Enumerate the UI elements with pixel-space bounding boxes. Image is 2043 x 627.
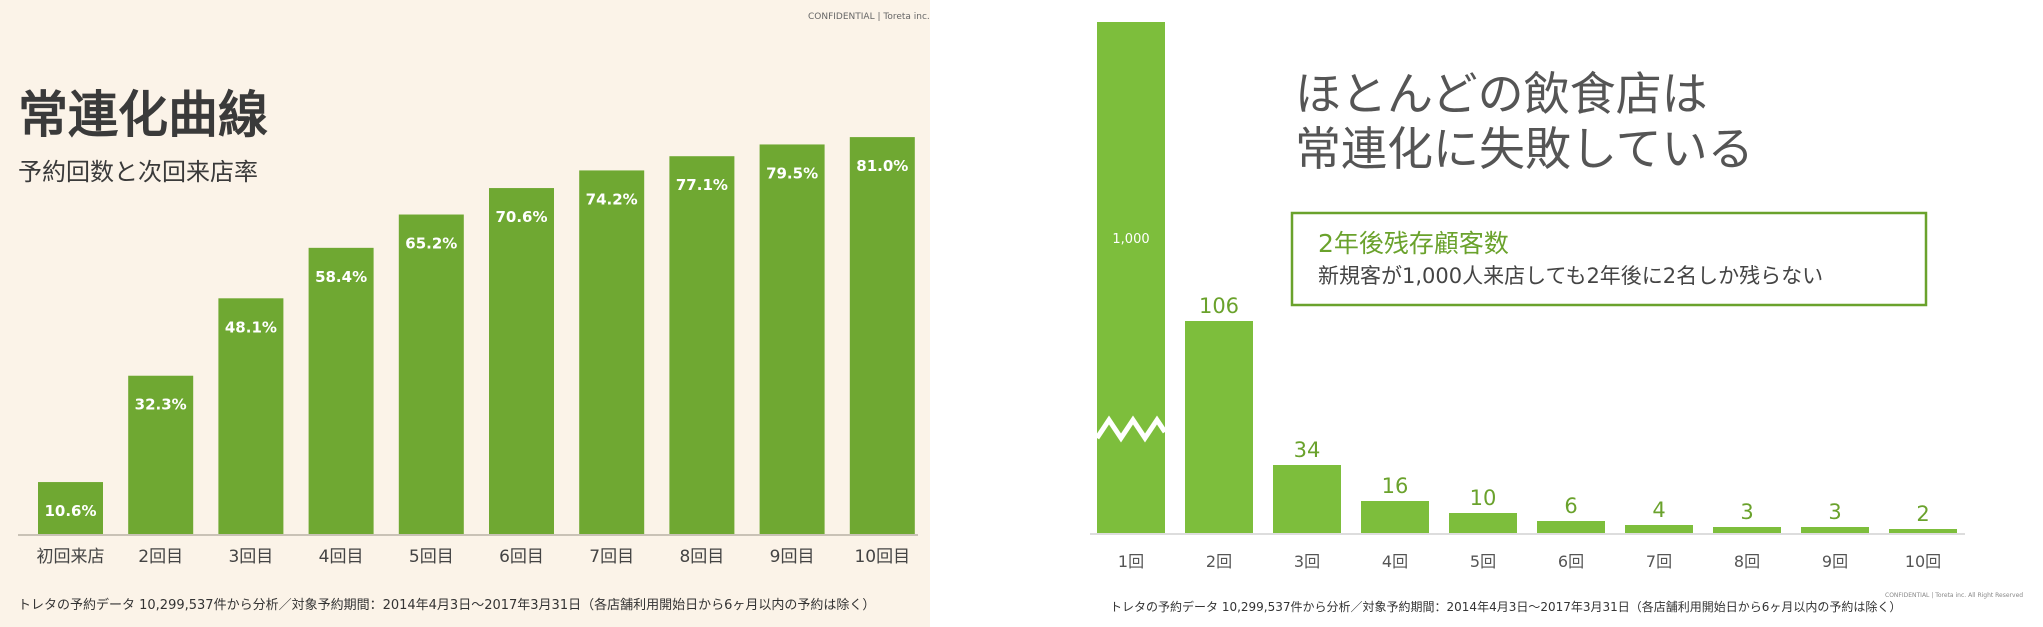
bar-value-label: 58.4% <box>315 268 367 286</box>
bar-6 <box>489 188 554 534</box>
x-tick-label: 7回目 <box>589 547 634 567</box>
bar-5 <box>398 214 464 534</box>
x-tick-label: 4回目 <box>319 547 364 567</box>
bar-value-label: 2 <box>1916 502 1929 526</box>
bar-value-label: 16 <box>1382 474 1409 498</box>
confidential-note: CONFIDENTIAL | Toreta inc. All Right Res… <box>1885 592 2023 599</box>
confidential-note: CONFIDENTIAL | Toreta inc. <box>808 12 930 22</box>
bar-9 <box>1801 527 1869 533</box>
bar-5 <box>1449 513 1517 533</box>
bar-value-label: 48.1% <box>225 318 277 336</box>
bar-value-label: 3 <box>1740 500 1753 524</box>
bar-8 <box>1713 527 1781 533</box>
bar-value-label: 4 <box>1652 498 1665 522</box>
bar-6 <box>1537 521 1605 533</box>
x-tick-label: 5回目 <box>409 547 454 567</box>
bar-1 <box>1097 22 1165 533</box>
bar-value-label: 32.3% <box>135 396 187 414</box>
left-bar-chart: 常連化曲線 予約回数と次回来店率 10.6% 初回来店 32.3% 2回目 48.1% 3… <box>18 86 918 613</box>
chart-title: 常連化曲線 <box>18 86 268 144</box>
x-tick-label: 9回目 <box>770 547 815 567</box>
right-chart-panel: ほとんどの飲食店は 常連化に失敗している 2年後残存顧客数 新規客が1,000人… <box>1000 0 2043 627</box>
left-chart-panel: CONFIDENTIAL | Toreta inc. 常連化曲線 予約回数と次回… <box>0 0 930 627</box>
bar-10 <box>849 137 915 534</box>
bar-value-label: 65.2% <box>405 235 457 253</box>
bar-9 <box>759 144 825 534</box>
bar-value-label: 10.6% <box>44 502 96 520</box>
bar-2 <box>128 375 194 534</box>
x-tick-label: 1回 <box>1118 552 1144 571</box>
footnote: トレタの予約データ 10,299,537件から分析／対象予約期間：2014年4月… <box>1110 599 1901 614</box>
x-tick-label: 6回 <box>1558 552 1584 571</box>
x-tick-label: 2回目 <box>138 547 183 567</box>
x-tick-label: 5回 <box>1470 552 1496 571</box>
bar-value-label: 70.6% <box>495 208 547 226</box>
x-tick-label: 4回 <box>1382 552 1408 571</box>
x-tick-label: 7回 <box>1646 552 1672 571</box>
callout-title: 2年後残存顧客数 <box>1318 229 1509 258</box>
x-tick-label: 3回目 <box>228 547 273 567</box>
bar-value-label: 6 <box>1564 494 1577 518</box>
x-tick-label: 10回目 <box>854 547 910 567</box>
x-tick-label: 8回 <box>1734 552 1760 571</box>
bar-value-label: 77.1% <box>676 176 728 194</box>
bar-7 <box>579 170 645 535</box>
bar-value-label: 10 <box>1470 486 1497 510</box>
bar-value-label: 1,000 <box>1112 232 1149 247</box>
headline-line-1: ほとんどの飲食店は <box>1295 67 1708 121</box>
x-tick-label: 6回目 <box>499 547 544 567</box>
bar-2 <box>1185 321 1253 533</box>
footnote: トレタの予約データ 10,299,537件から分析／対象予約期間：2014年4月… <box>18 597 875 613</box>
x-tick-label: 8回目 <box>679 547 724 567</box>
bar-1 <box>38 482 103 534</box>
x-tick-label: 3回 <box>1294 552 1320 571</box>
headline-line-2: 常連化に失敗している <box>1295 122 1754 176</box>
callout-box <box>1290 211 1928 307</box>
bar-3 <box>1273 465 1341 533</box>
bar-value-label: 74.2% <box>586 190 638 208</box>
bar-value-label: 106 <box>1199 294 1239 318</box>
bar-7 <box>1625 525 1693 533</box>
bar-value-label: 81.0% <box>856 157 908 175</box>
x-tick-label: 10回 <box>1905 552 1941 571</box>
bar-value-label: 34 <box>1294 438 1321 462</box>
right-bar-chart: ほとんどの飲食店は 常連化に失敗している 2年後残存顧客数 新規客が1,000人… <box>1090 22 2023 614</box>
x-tick-label: 9回 <box>1822 552 1848 571</box>
callout-text: 新規客が1,000人来店しても2年後に2名しか残らない <box>1318 264 1823 288</box>
axis-break-mark <box>1094 415 1168 443</box>
bar-value-label: 3 <box>1828 500 1841 524</box>
bar-3 <box>218 298 284 534</box>
bar-4 <box>1361 501 1429 533</box>
x-tick-label: 2回 <box>1206 552 1232 571</box>
chart-subtitle: 予約回数と次回来店率 <box>18 158 258 186</box>
bar-4 <box>308 247 374 534</box>
bar-8 <box>669 156 735 534</box>
x-tick-label: 初回来店 <box>37 547 105 567</box>
bar-value-label: 79.5% <box>766 164 818 182</box>
bar-10 <box>1889 529 1957 533</box>
